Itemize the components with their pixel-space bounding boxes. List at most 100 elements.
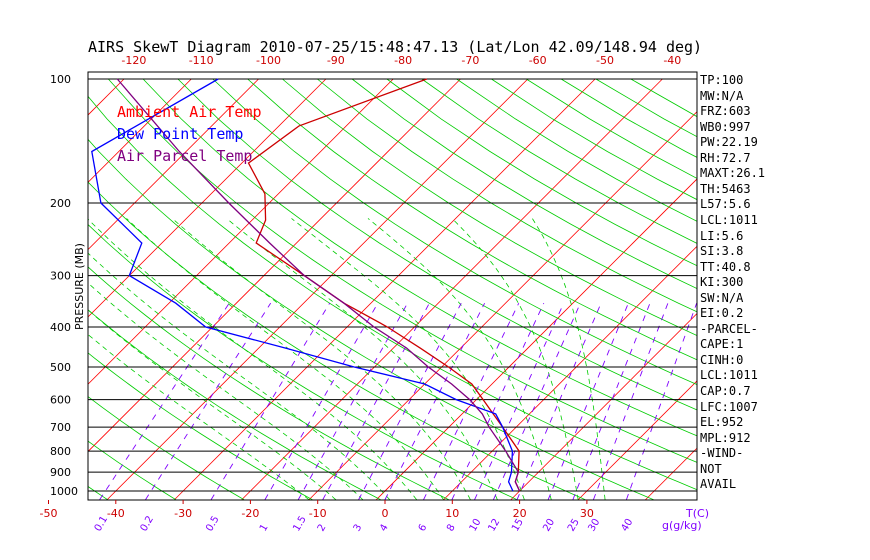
moist-adiabat-line: [451, 218, 579, 500]
dry-adiabat-line: [491, 78, 697, 201]
mixing-ratio-tick-label: 3: [352, 522, 365, 533]
mixing-ratio-tick-label: 1.5: [291, 514, 308, 533]
dry-adiabat-line: [88, 309, 381, 500]
top-temp-label: -110: [189, 54, 214, 67]
dry-adiabat-line: [247, 78, 697, 361]
moist-adiabat-line: [172, 218, 471, 500]
mixing-ratio-axis-label: g(g/kg): [662, 519, 702, 532]
bottom-temp-label: -40: [107, 507, 125, 520]
dry-adiabat-line: [526, 78, 697, 179]
mixing-ratio-tick-label: 10: [468, 517, 484, 534]
index-item: SI:3.8: [700, 244, 744, 259]
top-temp-label: -100: [256, 54, 281, 67]
mixing-ratio-line: [297, 302, 408, 500]
pressure-tick-label: 500: [50, 361, 71, 374]
y-axis-label: PRESSURE (MB): [73, 243, 86, 330]
legend-entry: Ambient Air Temp: [117, 103, 262, 121]
index-item: SW:N/A: [700, 290, 744, 305]
mixing-ratio-tick-label: 2: [316, 522, 329, 533]
mixing-ratio-tick-label: 40: [619, 517, 635, 534]
bottom-temp-label: -10: [309, 507, 327, 520]
mixing-ratio-line: [474, 302, 565, 500]
mixing-ratio-line: [210, 302, 331, 500]
top-temp-label: -90: [327, 54, 345, 67]
dry-adiabat-line: [108, 78, 697, 463]
moist-adiabat-line: [88, 309, 337, 500]
index-item: FRZ:603: [700, 104, 751, 119]
index-item: -WIND-: [700, 446, 744, 461]
mixing-ratio-tick-label: 12: [486, 517, 502, 534]
mixing-ratio-line: [592, 302, 669, 500]
moist-adiabat-line: [88, 252, 390, 500]
index-item: LCL:1011: [700, 213, 758, 227]
legend-entry: Air Parcel Temp: [117, 147, 252, 165]
mixing-ratio-line: [451, 302, 545, 500]
mixing-ratio-tick-label: 6: [417, 522, 430, 533]
bottom-temp-label: -20: [241, 507, 259, 520]
pressure-tick-label: 1000: [50, 485, 78, 498]
index-item: LFC:1007: [700, 399, 758, 414]
mixing-ratio-line: [322, 302, 430, 500]
dry-adiabat-line: [282, 78, 697, 336]
mixing-ratio-line: [145, 302, 272, 500]
pressure-tick-label: 700: [50, 421, 71, 434]
dry-adiabat-line: [88, 440, 177, 500]
legend-entry: Dew Point Temp: [117, 125, 243, 143]
isotherm-line: [88, 78, 125, 116]
dry-adiabat-line: [142, 78, 697, 437]
moist-adiabat-line: [88, 333, 310, 500]
isotherm-line: [308, 111, 697, 500]
dry-adiabat-line: [88, 486, 108, 500]
series-air-parcel-temp: [116, 78, 521, 492]
index-item: KI:300: [700, 275, 744, 290]
index-item: TT:40.8: [700, 259, 751, 274]
dry-adiabat-line: [212, 78, 697, 386]
dry-adiabat-line: [177, 78, 697, 411]
isotherm-line: [375, 178, 697, 500]
index-item: CAPE:1: [700, 337, 744, 352]
bottom-temp-label: 30: [580, 507, 594, 520]
dry-adiabat-line: [386, 78, 697, 267]
mixing-ratio-tick-label: 0.5: [204, 514, 221, 533]
isotherm-line: [88, 78, 394, 385]
pressure-tick-label: 200: [50, 197, 71, 210]
series-lines: [91, 78, 521, 492]
isotherm-line: [510, 313, 697, 500]
pressure-tick-label: 600: [50, 394, 71, 407]
index-item: AVAIL: [700, 477, 737, 492]
moist-adiabat-line: [367, 218, 552, 500]
index-item: EL:952: [700, 415, 744, 430]
index-item: PW:22.19: [700, 135, 758, 150]
mixing-ratio-line: [264, 302, 379, 500]
mixing-ratio-tick-label: 8: [445, 522, 458, 533]
top-temp-label: -50: [596, 54, 614, 67]
mixing-ratio-tick-label: 1: [258, 522, 271, 533]
bottom-temp-label: -30: [174, 507, 192, 520]
dry-adiabat-line: [421, 78, 697, 244]
top-temp-label: -60: [529, 54, 547, 67]
series-dew-point-temp: [91, 78, 514, 492]
dry-adiabat-line: [456, 78, 697, 222]
index-item: LI:5.6: [700, 228, 744, 243]
pressure-tick-label: 100: [50, 73, 71, 86]
index-item: CINH:0: [700, 352, 744, 367]
index-item: RH:72.7: [700, 150, 751, 165]
isotherm-line: [88, 78, 461, 453]
top-temp-label: -70: [461, 54, 479, 67]
isotherm-line: [88, 78, 192, 183]
pressure-tick-label: 300: [50, 270, 71, 283]
isotherm-line: [443, 245, 697, 500]
top-temp-label: -40: [663, 54, 681, 67]
dry-adiabat-line: [88, 352, 313, 500]
bottom-temp-label: 10: [445, 507, 459, 520]
legend: Ambient Air Temp Dew Point Temp Air Parcel…: [117, 103, 262, 165]
index-item: TH:5463: [700, 181, 751, 196]
dry-adiabat-line: [88, 396, 245, 500]
dry-adiabat-line: [88, 266, 449, 500]
chart-title: AIRS SkewT Diagram 2010-07-25/15:48:47.1…: [88, 38, 702, 56]
index-item: MAXT:26.1: [700, 166, 766, 181]
mixing-ratio-line: [384, 302, 486, 500]
index-item: TP:100: [700, 73, 744, 87]
bottom-temp-label: 0: [382, 507, 389, 520]
